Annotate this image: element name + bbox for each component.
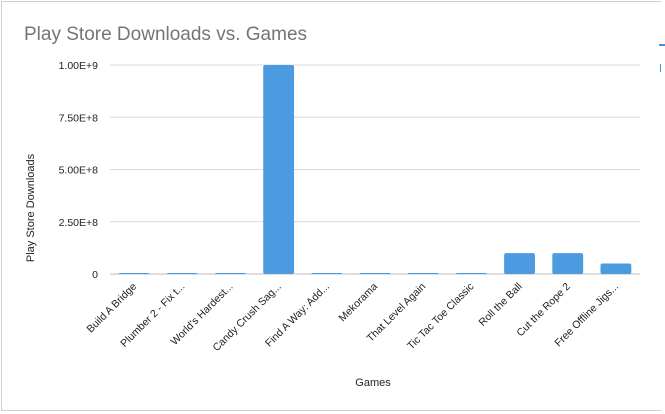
grid-lines: [110, 64, 640, 275]
bar: [166, 273, 198, 274]
y-tick-label: 0: [92, 269, 98, 281]
bar: [455, 272, 487, 274]
selection-handle-tick: [660, 64, 661, 72]
x-axis-label: Games: [355, 377, 391, 389]
x-tick-label: Mekorama: [337, 281, 381, 325]
bar: [118, 272, 150, 274]
selection-handle: [659, 44, 665, 46]
y-tick-label: 7.50E+8: [59, 112, 99, 124]
chart-title: Play Store Downloads vs. Games: [24, 24, 307, 45]
bar: [215, 273, 246, 274]
y-tick-label: 2.50E+8: [59, 217, 99, 229]
bar: [311, 273, 343, 274]
bar: [263, 65, 295, 274]
y-tick-labels: 0 2.50E+8 5.00E+8 7.50E+8 1.00E+9: [59, 60, 99, 281]
y-tick-label: 1.00E+9: [59, 60, 99, 72]
bar: [407, 272, 439, 274]
bar: [552, 253, 584, 274]
bar: [600, 263, 632, 274]
y-tick-label: 5.00E+8: [59, 165, 99, 177]
y-axis-label: Play Store Downloads: [25, 153, 37, 262]
bar: [359, 272, 391, 274]
bars: [118, 65, 632, 274]
bar: [504, 253, 535, 274]
x-tick-label: Roll the Ball: [477, 281, 525, 329]
